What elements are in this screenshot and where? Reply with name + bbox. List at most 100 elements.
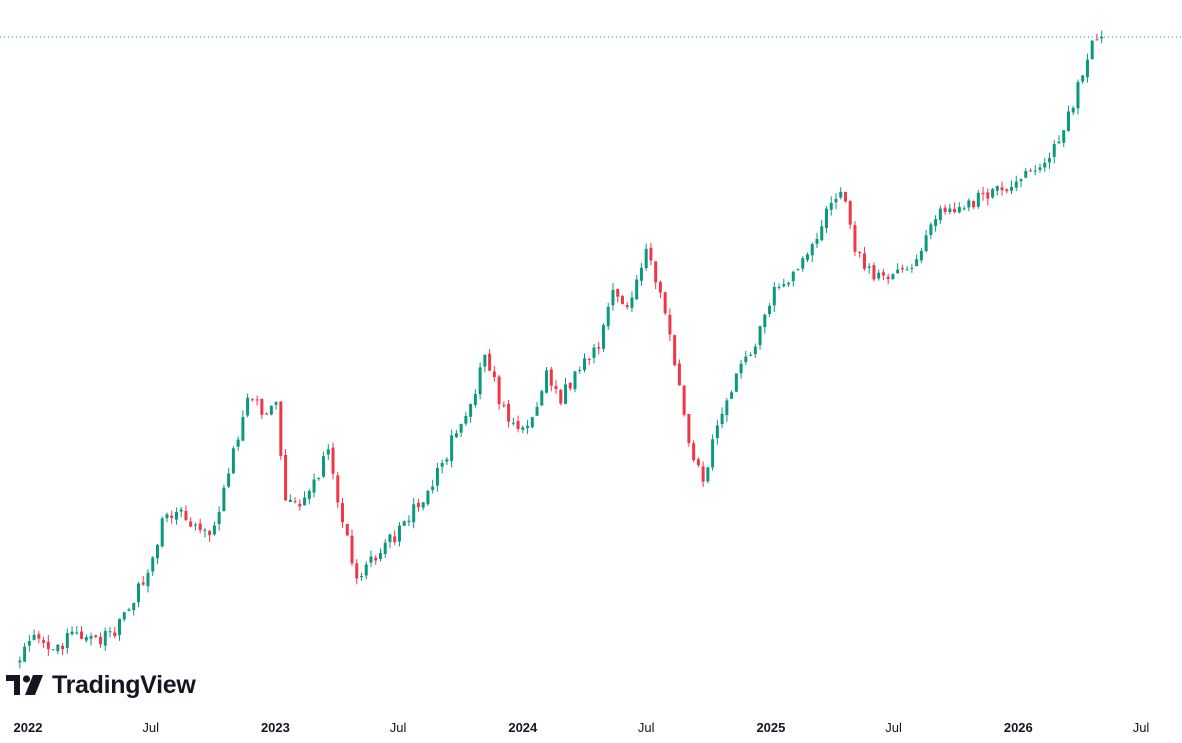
candle: [995, 185, 999, 196]
candle: [222, 484, 226, 512]
candle: [350, 529, 354, 566]
candle: [155, 543, 159, 565]
candle-body: [635, 279, 639, 300]
candle: [284, 449, 288, 501]
candle-body: [488, 353, 492, 371]
candle: [820, 220, 824, 242]
candle-body: [473, 394, 477, 405]
candle: [307, 488, 311, 505]
candle: [924, 229, 928, 253]
candle-body: [896, 269, 900, 274]
candle-body: [217, 511, 221, 525]
candle-body: [881, 272, 885, 276]
candle: [516, 415, 520, 433]
candle: [938, 205, 942, 224]
candle: [27, 635, 31, 652]
candle-body: [350, 535, 354, 564]
candle-body: [241, 417, 245, 441]
candle-body: [37, 634, 41, 639]
candle: [445, 457, 449, 465]
candle-body: [56, 644, 60, 652]
candle: [303, 491, 307, 506]
x-tick-label: Jul: [390, 720, 407, 735]
candle: [905, 266, 909, 271]
candle-body: [877, 272, 881, 279]
candle: [739, 359, 743, 379]
candle-body: [407, 520, 411, 522]
candle: [587, 357, 591, 366]
candle: [1062, 129, 1066, 148]
candle: [682, 385, 686, 417]
candle: [787, 281, 791, 288]
candle-body: [464, 416, 468, 424]
candle: [374, 554, 378, 565]
candle-body: [1071, 107, 1075, 113]
candle-body: [658, 282, 662, 293]
candle-body: [426, 490, 430, 505]
candle: [165, 512, 169, 523]
candle-body: [919, 250, 923, 261]
candle: [1071, 105, 1075, 116]
candle-body: [715, 425, 719, 438]
candle: [592, 343, 596, 364]
candle: [725, 398, 729, 422]
candle-body: [312, 479, 316, 493]
candle-body: [374, 557, 378, 561]
candle-body: [364, 564, 368, 576]
candle-body: [89, 636, 93, 639]
candle-body: [1019, 179, 1023, 182]
x-tick-label: Jul: [142, 720, 159, 735]
candle: [881, 268, 885, 281]
candle: [454, 429, 458, 439]
candle: [426, 489, 430, 506]
candle: [51, 649, 55, 651]
candle-body: [345, 523, 349, 536]
candle: [687, 413, 691, 447]
candle-body: [787, 282, 791, 285]
candle-body: [620, 296, 624, 304]
candle: [630, 291, 634, 313]
candle-body: [208, 530, 212, 536]
candle-body: [649, 247, 653, 261]
candle-body: [1095, 39, 1099, 41]
candle: [877, 269, 881, 281]
candle-body: [625, 305, 629, 307]
candle: [336, 471, 340, 509]
candle-body: [682, 385, 686, 415]
candle-body: [307, 490, 311, 499]
candle: [943, 204, 947, 215]
candle-body: [331, 447, 335, 474]
candle-body: [99, 637, 103, 645]
candle-body: [113, 632, 117, 637]
candle: [260, 398, 264, 420]
candle-body: [962, 208, 966, 210]
tradingview-logo[interactable]: TradingView: [6, 670, 196, 700]
candle-body: [450, 435, 454, 462]
candle: [246, 393, 250, 418]
candle: [957, 202, 961, 214]
candle-body: [1085, 59, 1089, 78]
candle-body: [222, 487, 226, 512]
candle-body: [673, 335, 677, 366]
candle: [948, 204, 952, 215]
candle: [511, 417, 515, 426]
candle: [677, 359, 681, 386]
candle-body: [663, 292, 667, 314]
candle-body: [236, 439, 240, 447]
candle-body: [118, 618, 122, 636]
candle: [839, 187, 843, 200]
candle-body: [255, 399, 259, 401]
candle: [981, 186, 985, 201]
candle: [886, 273, 890, 285]
candle: [241, 410, 245, 441]
candle-body: [70, 631, 74, 635]
candle-body: [151, 557, 155, 572]
candle-body: [170, 515, 174, 518]
candles-layer: [18, 30, 1104, 669]
candle: [23, 642, 27, 663]
candle: [734, 373, 738, 393]
candle: [872, 262, 876, 282]
candle-body: [796, 269, 800, 271]
